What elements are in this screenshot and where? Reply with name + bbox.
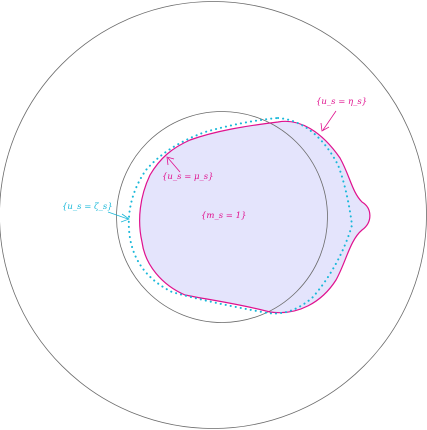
mu-arrowhead: [166, 156, 175, 166]
zeta-dotted-curve: [127, 116, 354, 315]
zeta-pointer-line: [107, 211, 129, 220]
label-u-equals-mu: {u_s = μ_s}: [162, 172, 214, 182]
label-m-equals-1: {m_s = 1}: [201, 211, 247, 221]
zeta-arrowhead: [120, 213, 130, 223]
region-m-equals-1: [139, 121, 370, 313]
eta-mu-boundary-curve: [139, 120, 371, 314]
mu-pointer-line: [167, 157, 181, 173]
eta-arrowhead: [320, 122, 330, 132]
eta-pointer-line: [322, 110, 337, 131]
inner-circle: [116, 111, 328, 323]
label-u-equals-eta: {u_s = η_s}: [316, 97, 368, 107]
label-u-equals-zeta: {u_s = ζ_s}: [62, 202, 113, 212]
